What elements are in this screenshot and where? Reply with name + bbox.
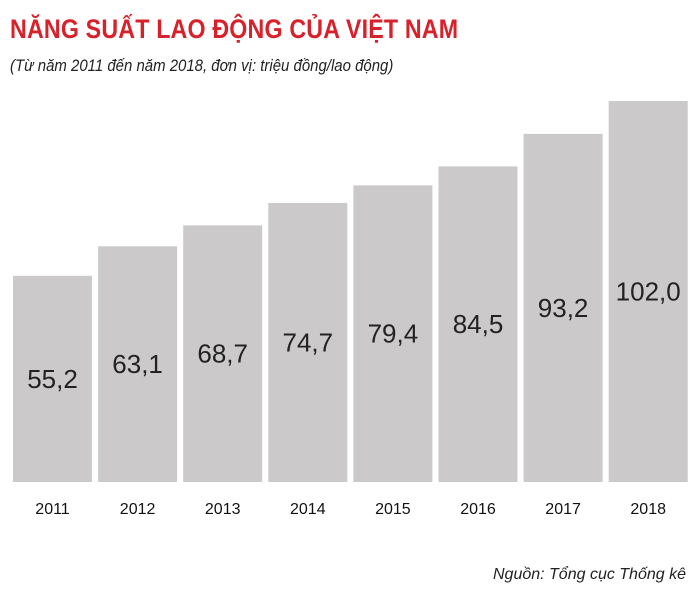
x-tick-label: 2012 [120,501,156,518]
bar-value-label: 74,7 [282,328,333,358]
bar-value-label: 68,7 [197,339,248,369]
source-note: Nguồn: Tổng cục Thống kê [492,566,686,583]
bar-2014 [268,203,348,482]
x-tick-label: 2016 [460,501,496,518]
bar-2013 [183,225,263,482]
bar-2012 [98,246,178,482]
x-tick-label: 2013 [205,501,241,518]
bar-2016 [438,166,518,482]
bar-value-label: 93,2 [538,293,589,323]
bar-value-label: 102,0 [616,277,681,307]
bar-value-label: 84,5 [453,309,504,339]
x-tick-label: 2011 [35,501,70,518]
chart-subtitle: (Từ năm 2011 đến năm 2018, đơn vị: triệu… [10,56,394,75]
x-tick-label: 2018 [630,501,666,518]
bar-2018 [608,101,688,482]
x-tick-label: 2017 [545,501,581,518]
bar-2017 [523,133,603,482]
bar-value-label: 79,4 [368,319,419,349]
bar-2011 [13,275,92,482]
x-tick-label: 2015 [375,501,411,518]
bar-value-label: 63,1 [112,349,163,379]
bar-value-label: 55,2 [27,364,78,394]
x-tick-label: 2014 [290,501,326,518]
bar-2015 [353,185,433,482]
chart-title: NĂNG SUẤT LAO ĐỘNG CỦA VIỆT NAM [10,14,459,44]
